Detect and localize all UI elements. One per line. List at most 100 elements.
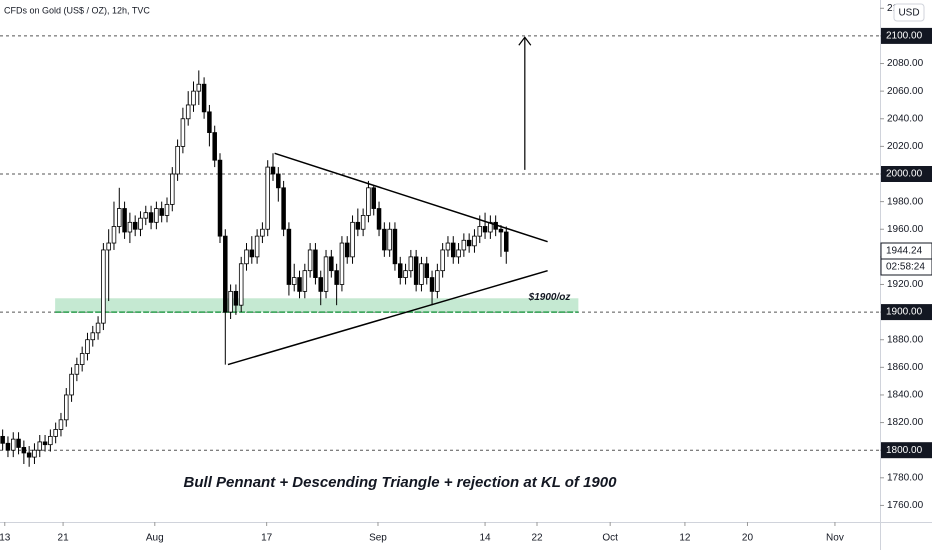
candle-body xyxy=(392,228,398,265)
candle-body xyxy=(233,290,239,306)
candle-body xyxy=(207,111,212,133)
trendline xyxy=(227,269,548,366)
candle-body xyxy=(170,173,175,205)
x-tick-label: 20 xyxy=(742,533,754,544)
candle-body xyxy=(5,442,11,451)
candle-body xyxy=(64,394,69,421)
candle-body xyxy=(456,249,461,258)
candle-body xyxy=(90,332,96,341)
x-tick-label: 14 xyxy=(479,533,491,544)
candle-body xyxy=(37,441,43,451)
candle-body xyxy=(159,208,164,216)
candle-body xyxy=(265,166,270,230)
y-tick-label: 2020.00 xyxy=(887,141,924,152)
annotation: Bull Pennant + Descending Triangle + rej… xyxy=(184,474,618,491)
x-tick-label: 17 xyxy=(261,533,273,544)
candle-body xyxy=(286,228,292,285)
candle-body xyxy=(180,118,186,147)
candle-body xyxy=(42,441,48,446)
y-tick-label: 1860.00 xyxy=(887,362,924,373)
candle-body xyxy=(429,277,435,292)
candle-body xyxy=(450,242,456,258)
candle-body xyxy=(281,187,286,230)
candle-body xyxy=(32,449,37,458)
candle-body xyxy=(95,322,101,334)
candle-body xyxy=(313,249,318,278)
price-label: 1800.00 xyxy=(886,445,923,456)
candle-body xyxy=(488,221,493,233)
candle-body xyxy=(376,208,382,230)
candle-body xyxy=(291,277,297,285)
y-tick-label: 2080.00 xyxy=(887,58,924,69)
candle-body xyxy=(504,231,509,252)
candle-body xyxy=(106,242,111,251)
y-tick-label: 1920.00 xyxy=(887,279,924,290)
candle-body xyxy=(254,235,260,258)
price-label-box xyxy=(881,166,932,182)
trendline xyxy=(274,152,548,243)
candle-body xyxy=(435,270,440,292)
candle-body xyxy=(185,104,191,120)
candle-body xyxy=(212,132,217,161)
zone-label: $1900/oz xyxy=(528,292,571,303)
candle-body xyxy=(154,208,159,223)
y-tick-label: 1820.00 xyxy=(887,417,924,428)
candle-body xyxy=(249,249,255,258)
x-tick-label: 21 xyxy=(58,533,70,544)
candle-body xyxy=(424,263,430,278)
candle-body xyxy=(117,208,122,227)
y-tick-label: 1980.00 xyxy=(887,196,924,207)
candle-body xyxy=(228,290,233,313)
candle-body xyxy=(191,90,196,106)
candle-body xyxy=(16,438,21,448)
x-tick-label: Oct xyxy=(602,533,618,544)
candle-body xyxy=(69,373,74,396)
currency[interactable]: USD xyxy=(898,8,919,19)
currency-badge[interactable] xyxy=(893,3,925,22)
x-tick-label: Aug xyxy=(146,533,164,544)
candle-body xyxy=(79,353,85,365)
candle-body xyxy=(201,83,207,113)
arrow-head xyxy=(518,36,532,46)
candle-body xyxy=(466,239,472,247)
candle-body xyxy=(413,256,419,285)
candle-body xyxy=(164,203,170,216)
candle-body xyxy=(101,249,106,324)
price-label: 1900.00 xyxy=(886,307,923,318)
candle-body xyxy=(260,228,265,237)
y-tick-label: 2040.00 xyxy=(887,113,924,124)
y-tick-label: 1840.00 xyxy=(887,390,924,401)
candle-body xyxy=(461,239,467,251)
candle-body xyxy=(302,270,308,292)
price-label-box xyxy=(881,442,932,459)
candle-body xyxy=(0,435,5,444)
candle-body xyxy=(472,235,477,247)
candle-body xyxy=(297,277,302,292)
candle-body xyxy=(355,221,361,230)
candle-body xyxy=(238,263,244,306)
candle-body xyxy=(53,429,58,437)
candle-body xyxy=(397,263,403,278)
candle-body xyxy=(366,187,371,216)
candle-body xyxy=(122,208,127,233)
y-tick-label: 1960.00 xyxy=(887,224,924,235)
x-tick-label: 13 xyxy=(0,533,11,544)
candle-body xyxy=(318,277,323,292)
candle-body xyxy=(360,215,366,230)
candle-body xyxy=(85,339,90,354)
candle-body xyxy=(440,249,445,272)
candle-body xyxy=(419,263,424,285)
candle-body xyxy=(244,249,249,265)
chart-title: CFDs on Gold (US$ / OZ), 12h, TVC xyxy=(4,5,150,15)
last-price: 1944.24 xyxy=(886,246,923,257)
candle-body xyxy=(111,226,117,244)
x-tick-label: 12 xyxy=(679,533,691,544)
candle-body xyxy=(21,447,27,454)
candle-body xyxy=(329,256,334,272)
candle-body xyxy=(58,419,64,430)
candle-body xyxy=(223,235,228,313)
candle-body xyxy=(371,187,376,209)
plot: $1900/oz xyxy=(0,35,880,467)
